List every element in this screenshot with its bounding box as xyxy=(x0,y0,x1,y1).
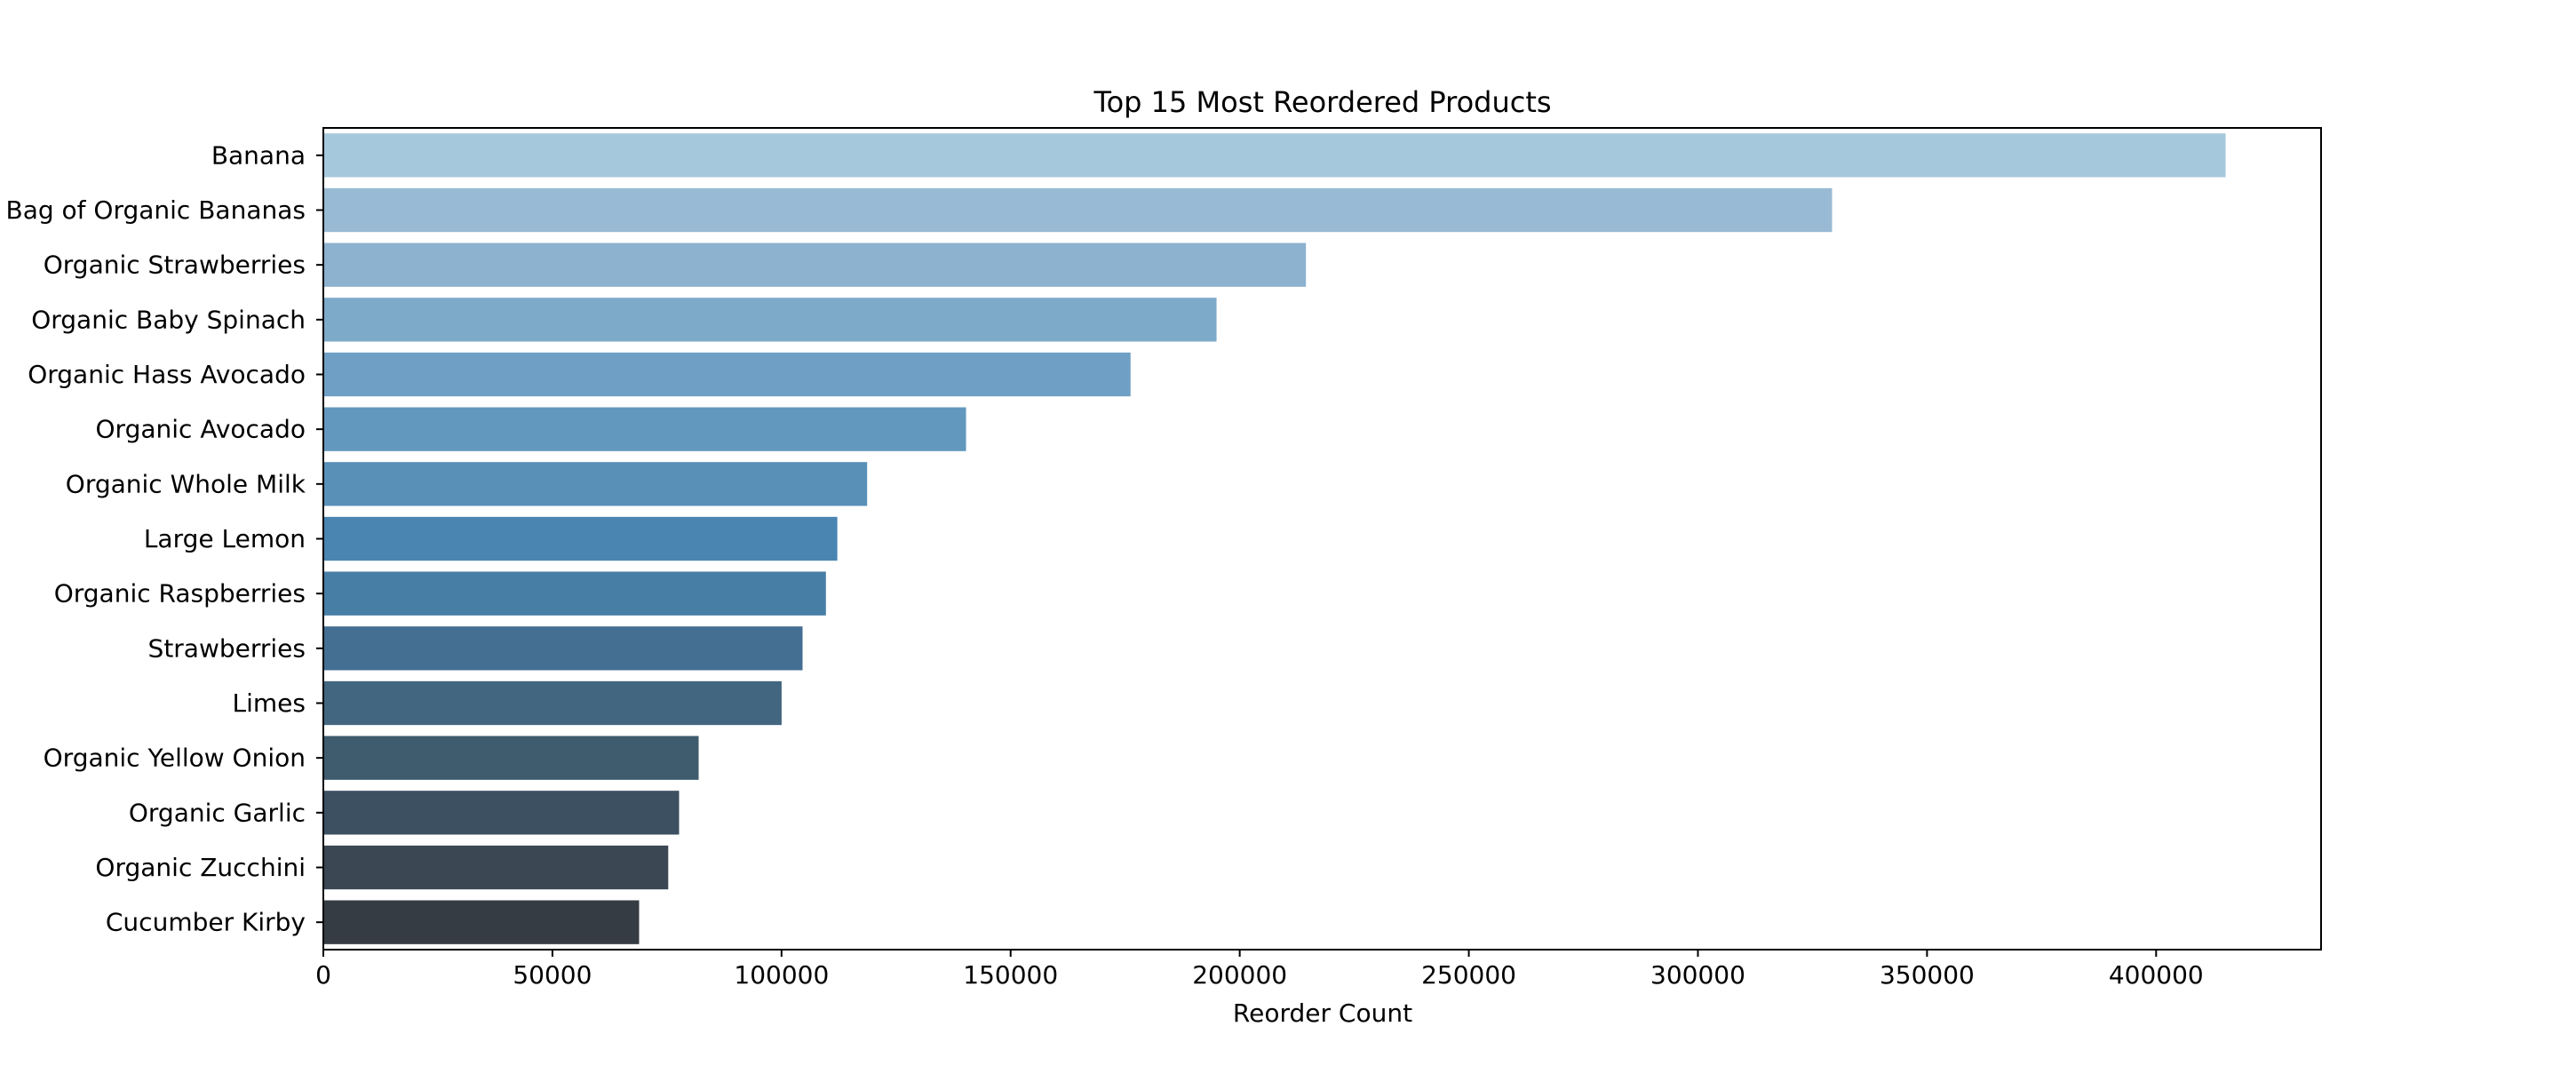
chart-title: Top 15 Most Reordered Products xyxy=(1093,85,1551,119)
x-axis-label: Reorder Count xyxy=(1233,998,1412,1028)
bar-organic-baby-spinach xyxy=(323,298,1217,342)
y-tick-label: Organic Garlic xyxy=(129,798,306,827)
y-tick-label: Large Lemon xyxy=(144,524,306,553)
y-axis: Banana Bag of Organic Bananas Organic Stra… xyxy=(5,140,323,937)
y-tick-label: Organic Baby Spinach xyxy=(31,305,306,334)
bar-cucumber-kirby xyxy=(323,900,640,944)
y-tick-label: Organic Hass Avocado xyxy=(28,360,306,389)
x-tick-label: 350000 xyxy=(1880,960,1975,990)
plot-frame xyxy=(322,127,2322,951)
bar-organic-yellow-onion xyxy=(323,736,699,780)
y-tick-label: Banana xyxy=(211,140,306,170)
bar-bag-of-organic-bananas xyxy=(323,187,1833,233)
x-tick-label: 200000 xyxy=(1192,960,1287,990)
bar-organic-whole-milk xyxy=(323,462,868,506)
x-tick-label: 100000 xyxy=(734,960,829,990)
bar-limes xyxy=(323,680,782,726)
bar-organic-strawberries xyxy=(323,243,1307,287)
y-tick-label: Strawberries xyxy=(148,633,306,663)
y-tick-label: Organic Yellow Onion xyxy=(44,744,306,773)
bar-large-lemon xyxy=(323,516,838,561)
bar-organic-garlic xyxy=(323,791,680,835)
bar-organic-zucchini xyxy=(323,845,669,890)
y-tick-label: Bag of Organic Bananas xyxy=(5,195,306,225)
y-tick-label: Organic Strawberries xyxy=(44,251,306,280)
bar-organic-hass-avocado xyxy=(323,352,1131,397)
x-tick-label: 150000 xyxy=(963,960,1058,990)
x-axis: 0 50000 100000 150000 200000 250000 300000 3500… xyxy=(315,950,2204,990)
y-tick-label: Organic Raspberries xyxy=(54,579,306,609)
x-tick-label: 300000 xyxy=(1650,960,1745,990)
y-tick-label: Cucumber Kirby xyxy=(106,908,306,937)
y-tick-label: Organic Whole Milk xyxy=(66,469,306,498)
x-tick-label: 0 xyxy=(315,960,331,990)
y-tick-label: Organic Avocado xyxy=(96,415,306,444)
bar-banana xyxy=(323,133,2226,178)
bar-organic-avocado xyxy=(323,407,966,451)
x-tick-label: 50000 xyxy=(513,960,592,990)
bar-organic-raspberries xyxy=(323,571,826,616)
y-tick-label: Limes xyxy=(233,688,306,718)
bars-layer xyxy=(323,133,2226,944)
x-tick-label: 400000 xyxy=(2109,960,2204,990)
bar-strawberries xyxy=(323,626,803,671)
y-tick-label: Organic Zucchini xyxy=(95,853,306,882)
x-tick-label: 250000 xyxy=(1421,960,1516,990)
